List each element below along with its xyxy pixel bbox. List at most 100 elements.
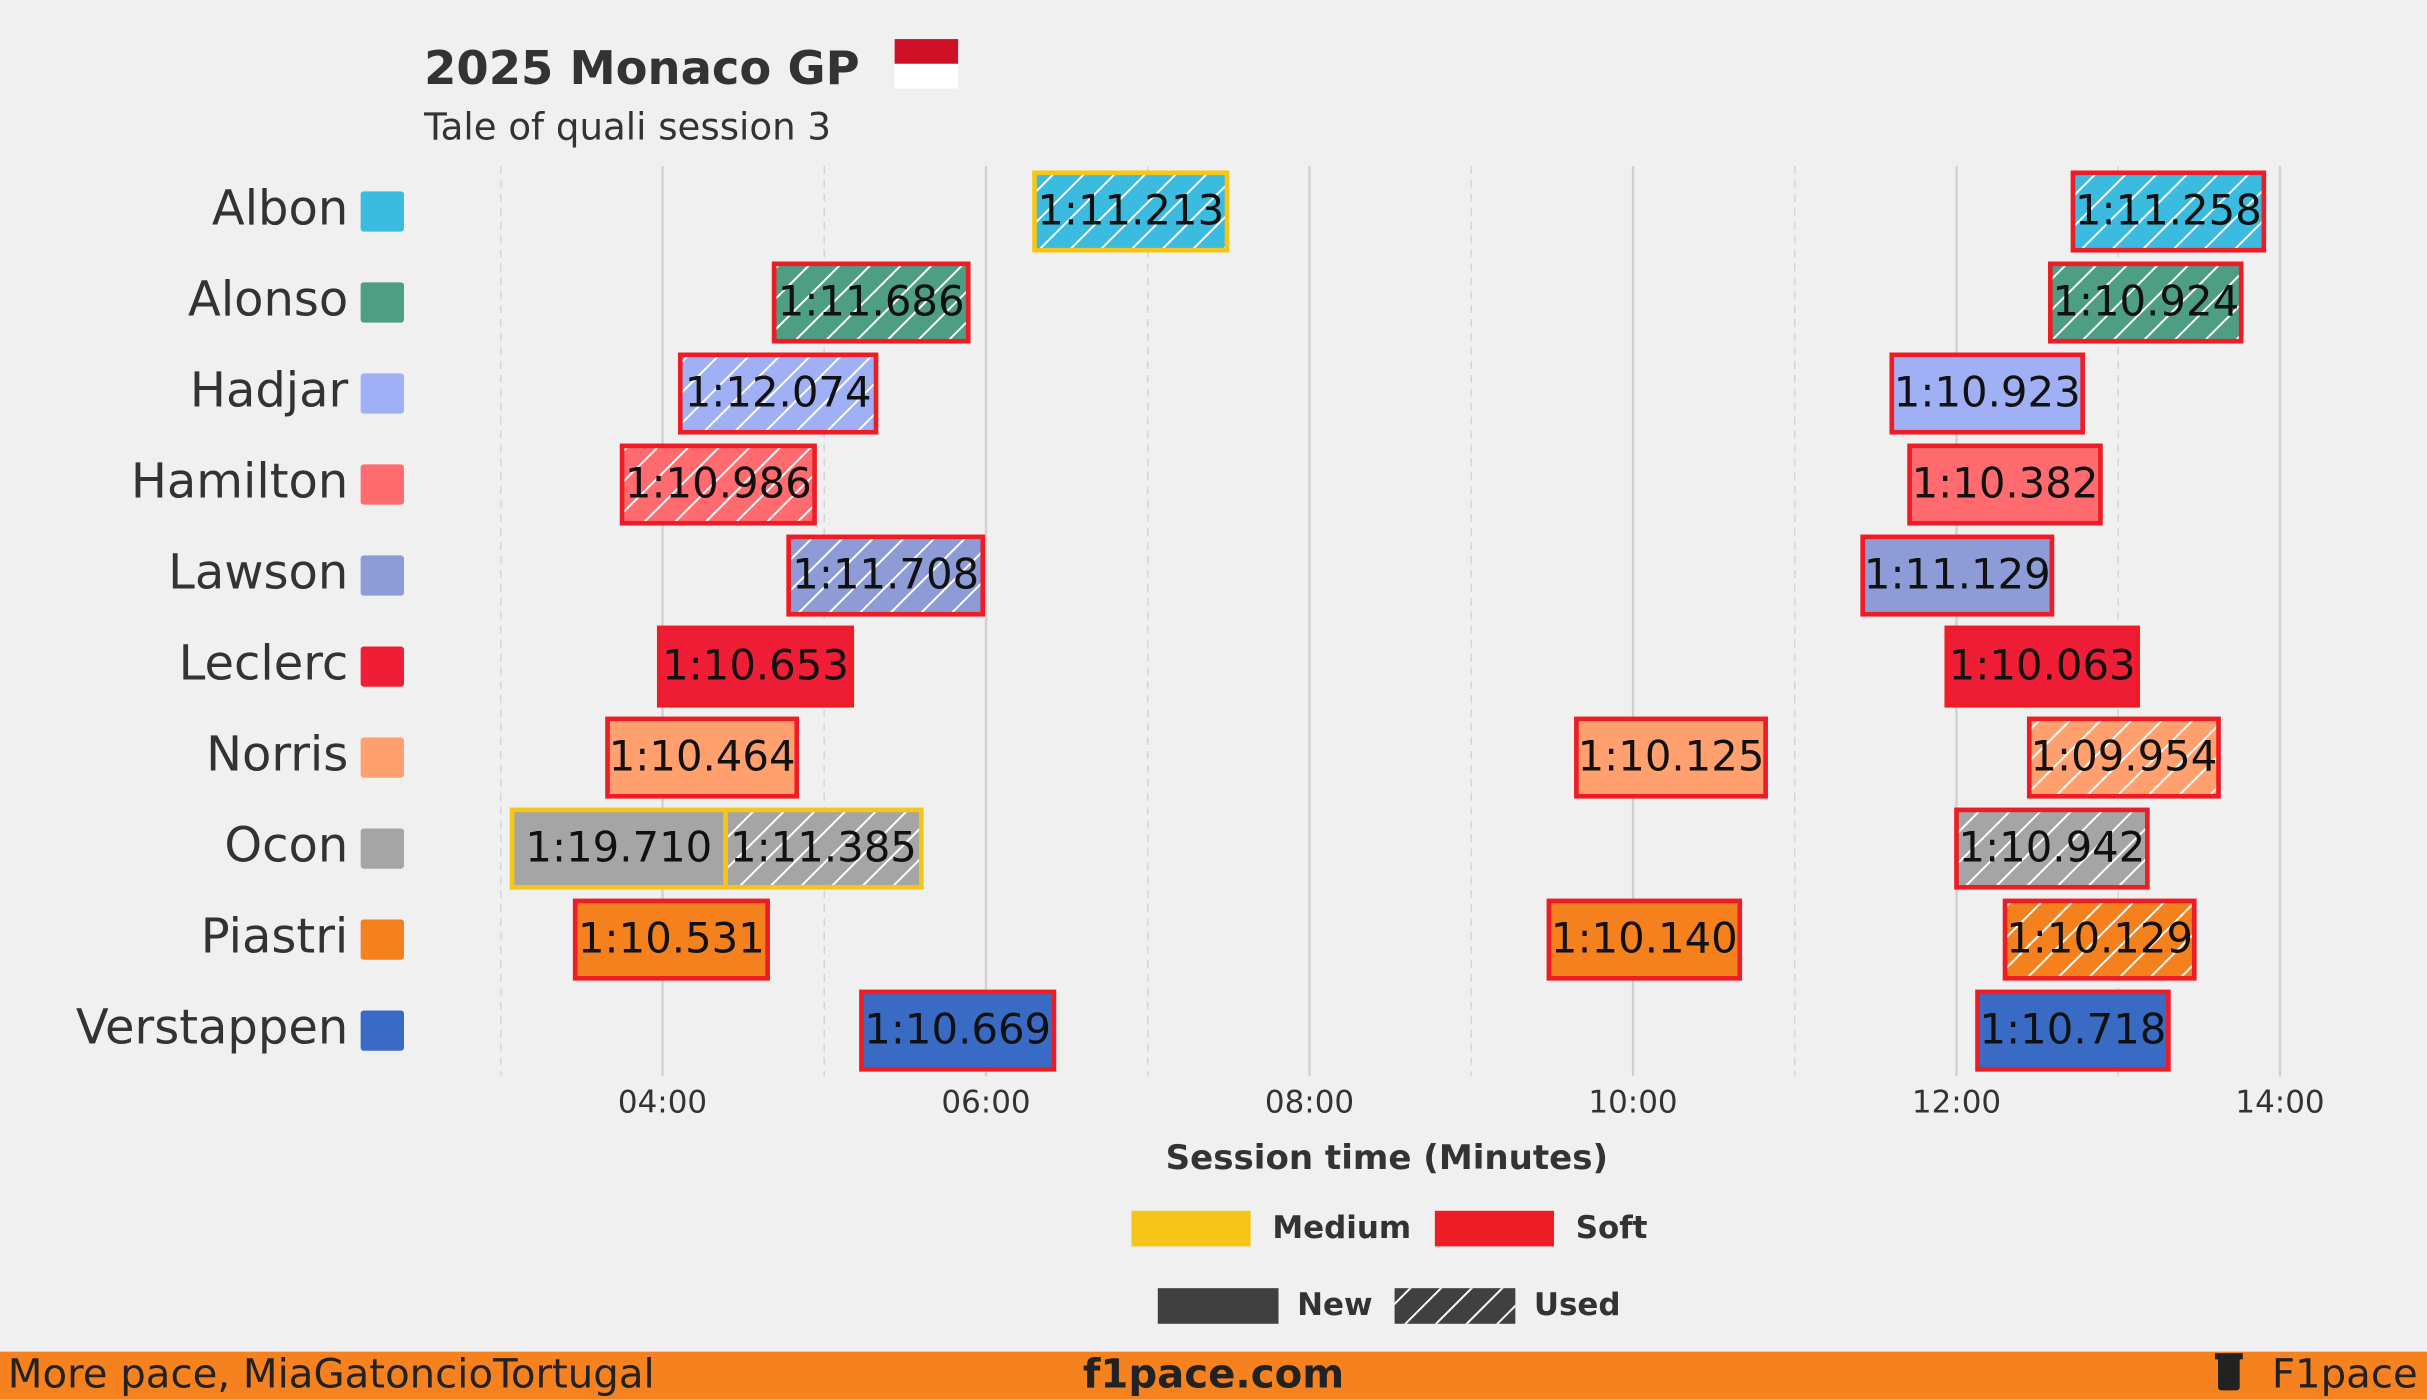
hatch-overlay: [2050, 263, 2242, 342]
lap-label: 1:10.718: [1980, 1005, 2167, 1054]
lap-label: 1:10.063: [1949, 641, 2136, 690]
driver-name: Piastri: [201, 909, 348, 965]
lap-bar: [1909, 445, 2101, 524]
hatch-overlay: [725, 809, 922, 888]
driver-name: Hadjar: [190, 363, 349, 419]
x-tick-label: 06:00: [941, 1084, 1030, 1120]
hatch-overlay: [788, 536, 983, 615]
legend-label: Used: [1534, 1287, 1621, 1323]
driver-name: Lawson: [168, 545, 348, 601]
lap-border: [677, 352, 879, 435]
x-axis-label: Session time (Minutes): [1166, 1138, 1608, 1178]
lap-border: [2026, 716, 2221, 799]
footer-right: F1pace: [2272, 1351, 2418, 1397]
lap-label: 1:10.923: [1894, 368, 2081, 417]
lap-border: [572, 898, 770, 981]
lap-label: 1:10.653: [662, 641, 849, 690]
legend-swatch: [1157, 1288, 1279, 1324]
driver-name: Ocon: [224, 818, 348, 874]
lap-bar: [512, 809, 726, 888]
lap-bar: [1946, 627, 2138, 706]
lap-label: 1:19.710: [525, 823, 712, 872]
lap-border: [656, 625, 855, 708]
lap-border: [605, 716, 800, 799]
team-logo: [360, 828, 404, 869]
x-tick-label: 10:00: [1588, 1084, 1677, 1120]
lap-bar: [861, 991, 1054, 1070]
lap-border: [723, 807, 924, 890]
hatch-overlay: [1034, 172, 1228, 251]
lap-label: 1:10.669: [864, 1005, 1051, 1054]
driver-name: Alonso: [188, 272, 348, 328]
team-logo: [360, 191, 404, 232]
team-logo: [360, 1010, 404, 1051]
lap-label: 1:11.258: [2075, 186, 2262, 235]
lap-border: [786, 534, 986, 617]
lap-label: 1:10.942: [1958, 823, 2145, 872]
footer-center: f1pace.com: [1083, 1351, 1344, 1397]
lap-border: [1574, 716, 1768, 799]
lap-bar: [575, 900, 768, 979]
lap-bar: [1576, 718, 1766, 797]
flag: [894, 39, 959, 89]
lap-border: [1907, 443, 2103, 526]
lap-label: 1:10.129: [2006, 914, 2193, 963]
footer-bar: [0, 1351, 2427, 1400]
team-logo: [360, 737, 404, 778]
lap-label: 1:11.213: [1037, 186, 1224, 235]
lap-label: 1:11.708: [792, 550, 979, 599]
lap-bar: [1977, 991, 2169, 1070]
lap-label: 1:12.074: [685, 368, 872, 417]
lap-border: [771, 261, 971, 344]
x-tick-label: 04:00: [618, 1084, 707, 1120]
x-tick-label: 12:00: [1912, 1084, 2001, 1120]
team-logo: [360, 373, 404, 414]
lap-label: 1:10.924: [2052, 277, 2239, 326]
lap-border: [619, 443, 817, 526]
lap-border: [1944, 625, 2140, 708]
team-logo: [360, 464, 404, 505]
lap-label: 1:11.686: [778, 277, 965, 326]
team-logo: [360, 646, 404, 687]
lap-border: [859, 989, 1057, 1072]
footer-left: More pace, MiaGatoncioTortugal: [8, 1351, 655, 1397]
chart-subtitle: Tale of quali session 3: [423, 105, 831, 148]
team-logo: [360, 555, 404, 596]
lap-bar: [1548, 900, 1740, 979]
cup-icon: [2214, 1353, 2243, 1391]
lap-border: [2047, 261, 2244, 344]
lap-label: 1:11.385: [730, 823, 917, 872]
lap-label: 1:10.382: [1912, 459, 2099, 508]
legend-label: Medium: [1272, 1210, 1411, 1246]
driver-name: Hamilton: [131, 454, 348, 510]
lap-label: 1:11.129: [1864, 550, 2051, 599]
hatch-overlay: [2005, 900, 2195, 979]
hatch-overlay: [2029, 718, 2219, 797]
legend-swatch: [1131, 1210, 1251, 1247]
lap-border: [1889, 352, 2085, 435]
lap-label: 1:10.125: [1578, 732, 1765, 781]
lap-label: 1:10.464: [609, 732, 796, 781]
lap-border: [1954, 807, 2150, 890]
lap-border: [1975, 989, 2171, 1072]
lap-label: 1:09.954: [2030, 732, 2217, 781]
x-tick-label: 08:00: [1265, 1084, 1354, 1120]
x-tick-label: 14:00: [2235, 1084, 2324, 1120]
hatch-overlay: [2072, 172, 2264, 251]
lap-label: 1:10.531: [578, 914, 765, 963]
lap-bar: [1862, 536, 2052, 615]
lap-border: [1546, 898, 1743, 981]
driver-name: Norris: [206, 727, 348, 783]
team-logo: [360, 919, 404, 960]
driver-name: Albon: [212, 181, 348, 237]
legend-label: New: [1297, 1287, 1372, 1323]
hatch-overlay: [1956, 809, 2148, 888]
legend-swatch: [1434, 1210, 1555, 1247]
lap-border: [2070, 170, 2267, 253]
lap-border: [2002, 898, 2197, 981]
driver-name: Leclerc: [179, 636, 349, 692]
lap-bar: [1891, 354, 2083, 433]
driver-name: Verstappen: [76, 1000, 348, 1056]
lap-label: 1:10.140: [1551, 914, 1738, 963]
